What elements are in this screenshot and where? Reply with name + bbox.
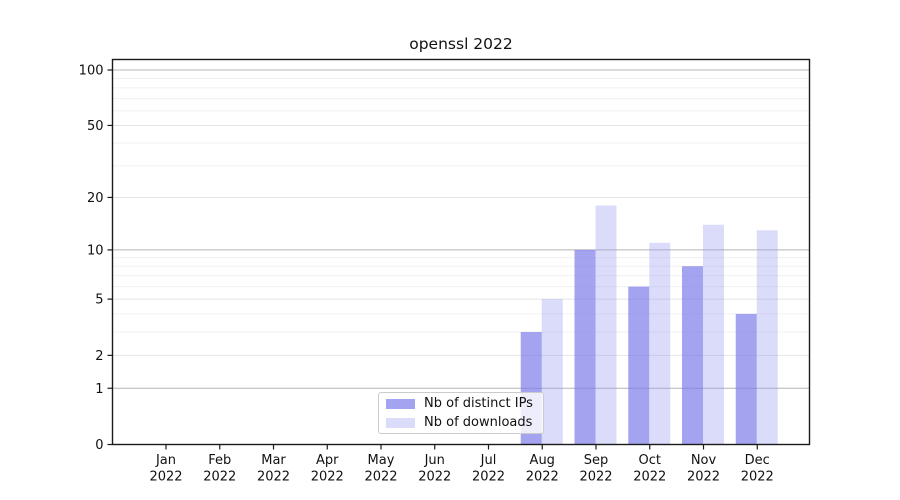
- y-tick-label-1: 1: [95, 382, 103, 397]
- x-tick-label-year-may: 2022: [364, 470, 397, 485]
- x-tick-label-year-feb: 2022: [203, 470, 236, 485]
- chart-title: openssl 2022: [409, 35, 513, 53]
- bar-distinct-ips-sep: [574, 249, 596, 445]
- x-tick-label-month-mar: Mar: [261, 453, 286, 468]
- y-tick-label-50: 50: [87, 119, 104, 134]
- x-tick-label-month-sep: Sep: [584, 453, 609, 468]
- legend-label-downloads: Nb of downloads: [424, 415, 533, 430]
- x-tick-label-month-feb: Feb: [208, 453, 231, 468]
- x-tick-label-month-jan: Jan: [155, 453, 176, 468]
- bar-downloads-dec: [756, 230, 778, 445]
- x-tick-label-year-dec: 2022: [741, 470, 774, 485]
- x-tick-label-month-apr: Apr: [316, 453, 339, 468]
- x-tick-label-year-oct: 2022: [633, 470, 666, 485]
- y-tick-label-5: 5: [95, 293, 103, 308]
- bar-distinct-ips-nov: [682, 266, 703, 445]
- bar-distinct-ips-dec: [735, 313, 757, 445]
- y-tick-label-0: 0: [95, 438, 103, 453]
- bar-downloads-sep: [595, 205, 617, 445]
- y-tick-label-2: 2: [95, 349, 103, 364]
- x-tick-label-year-mar: 2022: [257, 470, 290, 485]
- x-tick-label-year-jan: 2022: [149, 470, 182, 485]
- x-tick-label-year-apr: 2022: [311, 470, 344, 485]
- x-tick-label-month-nov: Nov: [691, 453, 717, 468]
- y-tick-label-20: 20: [87, 191, 104, 206]
- axes-frame: [111, 58, 811, 446]
- x-tick-label-month-oct: Oct: [639, 453, 661, 468]
- x-tick-label-year-aug: 2022: [526, 470, 559, 485]
- legend-item-distinct-ips: Nb of distinct IPs: [386, 396, 543, 411]
- x-tick-label-year-jun: 2022: [418, 470, 451, 485]
- legend-swatch-downloads: [386, 417, 415, 428]
- x-tick-label-year-nov: 2022: [687, 470, 720, 485]
- x-tick-label-month-dec: Dec: [745, 453, 770, 468]
- x-tick-label-month-may: May: [368, 453, 395, 468]
- legend-item-downloads: Nb of downloads: [386, 415, 543, 430]
- x-tick-label-month-aug: Aug: [530, 453, 555, 468]
- x-tick-label-year-sep: 2022: [579, 470, 612, 485]
- x-tick-label-month-jun: Jun: [424, 453, 445, 468]
- x-tick-label-month-jul: Jul: [480, 453, 497, 468]
- bar-downloads-oct: [649, 242, 671, 445]
- bar-downloads-nov: [703, 224, 724, 445]
- bar-downloads-aug: [541, 299, 563, 445]
- x-tick-label-year-jul: 2022: [472, 470, 505, 485]
- bar-distinct-ips-oct: [628, 286, 650, 445]
- legend-label-distinct-ips: Nb of distinct IPs: [424, 396, 533, 411]
- legend: Nb of distinct IPs Nb of downloads: [378, 392, 544, 434]
- y-tick-label-100: 100: [79, 64, 104, 79]
- y-tick-label-10: 10: [87, 243, 104, 258]
- legend-swatch-distinct-ips: [386, 398, 415, 409]
